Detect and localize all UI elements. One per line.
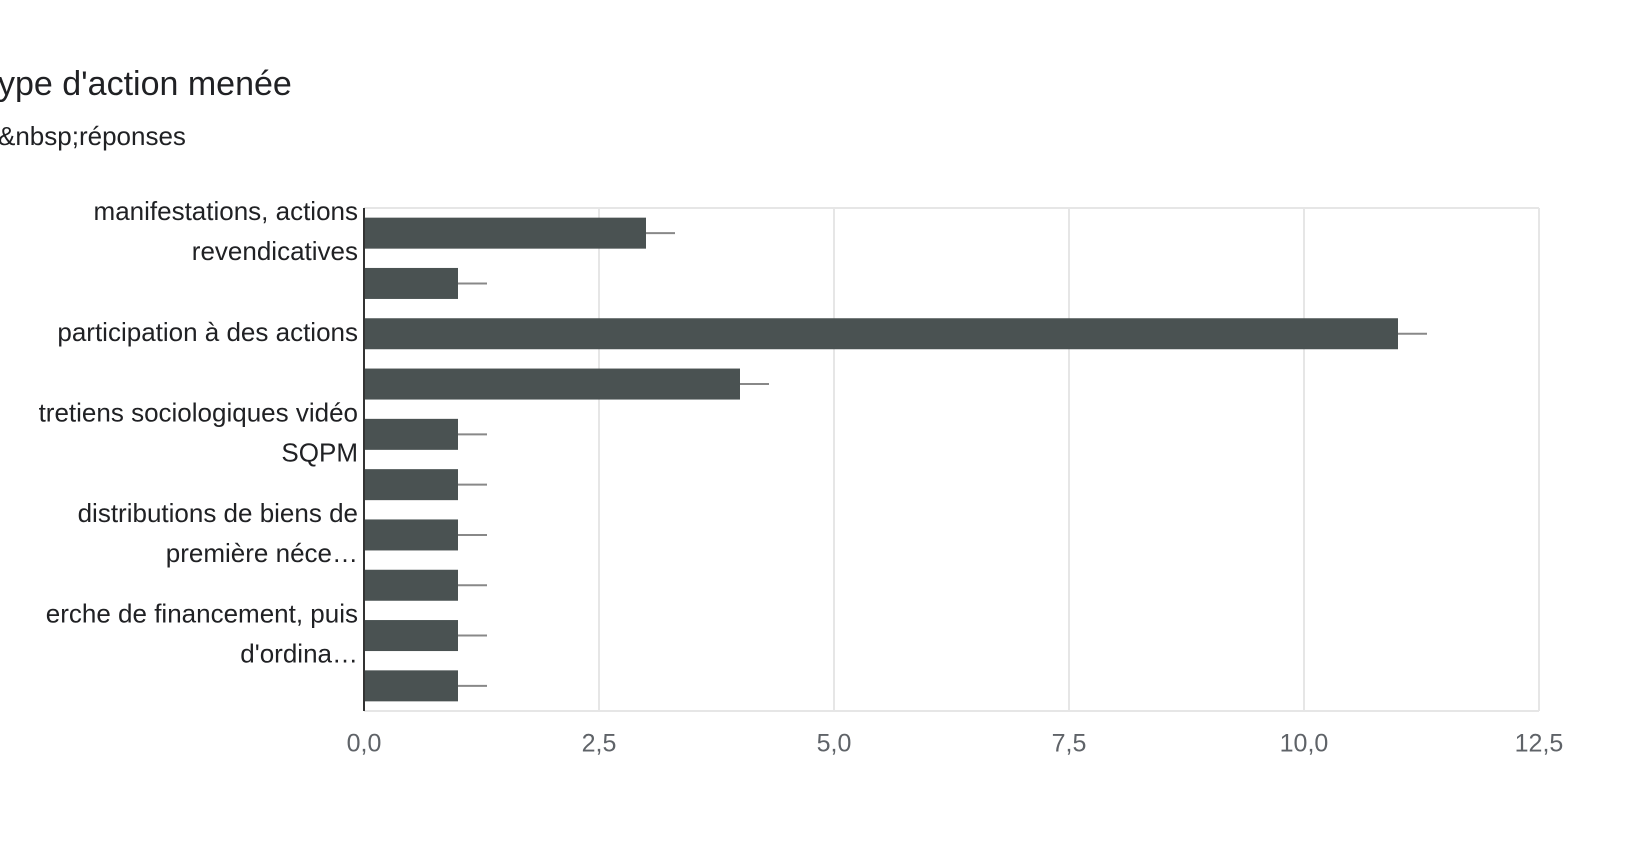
y-tick-label: erche de financement, puis d'ordina…: [46, 598, 358, 668]
bar: [364, 620, 458, 652]
bar: [364, 267, 458, 299]
bar: [364, 569, 458, 601]
label-line: erche de financement, puis: [46, 598, 358, 628]
x-tick-label: 0,0: [347, 730, 382, 758]
label-line: manifestations, actions: [94, 196, 358, 226]
bar: [364, 418, 458, 450]
x-tick-label: 2,5: [582, 730, 617, 758]
chart-title: ype d'action menée: [0, 65, 292, 103]
y-tick-label: participation à des actions: [57, 317, 358, 347]
label-line: d'ordina…: [240, 638, 358, 668]
label-line: revendicatives: [192, 236, 358, 266]
label-line: participation à des actions: [57, 317, 358, 347]
bar: [364, 318, 1398, 350]
y-tick-label: distributions de biens de première néce…: [78, 498, 358, 568]
bar: [364, 469, 458, 501]
x-tick-label: 5,0: [817, 730, 852, 758]
label-line: première néce…: [166, 538, 358, 568]
y-tick-label: tretiens sociologiques vidéo SQPM: [39, 397, 358, 467]
label-line: tretiens sociologiques vidéo: [39, 397, 358, 427]
bar: [364, 670, 458, 702]
bar: [364, 368, 740, 400]
x-tick-label: 12,5: [1515, 730, 1564, 758]
bar: [364, 217, 646, 249]
bar: [364, 519, 458, 551]
x-tick-label: 7,5: [1052, 730, 1087, 758]
label-line: distributions de biens de: [78, 498, 358, 528]
label-line: SQPM: [281, 437, 358, 467]
chart-subtitle: &nbsp;réponses: [0, 121, 186, 151]
x-tick-label: 10,0: [1280, 730, 1329, 758]
y-tick-label: manifestations, actions revendicatives: [94, 196, 358, 266]
